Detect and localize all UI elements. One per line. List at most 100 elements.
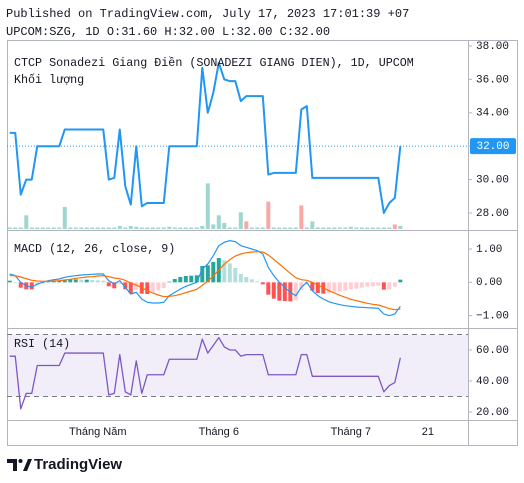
histogram-bar bbox=[392, 282, 397, 287]
histogram-bar bbox=[332, 282, 337, 293]
volume-bar bbox=[354, 227, 359, 229]
histogram-bar bbox=[178, 277, 183, 283]
histogram-bar bbox=[315, 282, 320, 293]
volume-bar bbox=[211, 224, 216, 229]
volume-bar bbox=[7, 227, 12, 229]
histogram-bar bbox=[134, 282, 139, 290]
histogram-bar bbox=[123, 282, 128, 290]
volume-bar bbox=[18, 227, 23, 229]
last-price-box bbox=[470, 138, 516, 155]
histogram-bar bbox=[354, 282, 359, 289]
volume-bar bbox=[227, 227, 232, 229]
volume-bar bbox=[200, 225, 205, 229]
histogram-bar bbox=[167, 281, 172, 283]
histogram-bar bbox=[128, 282, 133, 294]
volume-bar bbox=[106, 227, 111, 229]
volume-bar bbox=[57, 227, 62, 229]
y-tick-label: 30.00 bbox=[476, 174, 509, 186]
x-tick-label: Tháng Năm bbox=[69, 426, 126, 438]
histogram-bar bbox=[260, 282, 265, 285]
volume-bar bbox=[40, 227, 45, 229]
histogram-bar bbox=[227, 263, 232, 283]
volume-bar bbox=[277, 227, 282, 229]
histogram-bar bbox=[145, 282, 150, 294]
volume-bar bbox=[68, 227, 73, 229]
histogram-bar bbox=[62, 279, 67, 283]
histogram-bar bbox=[255, 281, 260, 283]
volume-bar bbox=[183, 227, 188, 229]
volume-bar bbox=[288, 227, 293, 229]
volume-bar bbox=[337, 227, 342, 229]
volume-bar bbox=[62, 206, 67, 229]
x-tick-label: 21 bbox=[422, 426, 434, 438]
logo-text: TradingView bbox=[34, 456, 122, 473]
histogram-bar bbox=[398, 279, 403, 283]
volume-bar bbox=[238, 212, 243, 229]
histogram-bar bbox=[365, 282, 370, 287]
y-tick-label: −1.00 bbox=[476, 311, 509, 323]
histogram-bar bbox=[326, 282, 331, 294]
volume-bar bbox=[134, 226, 139, 229]
histogram-bar bbox=[381, 282, 386, 290]
y-tick-label: 34.00 bbox=[476, 108, 509, 120]
pane-title: CTCP Sonadezi Giang Điền (SONADEZI GIANG… bbox=[14, 56, 414, 70]
histogram-bar bbox=[189, 275, 194, 283]
signal-line bbox=[9, 251, 401, 311]
volume-bar bbox=[101, 227, 106, 229]
macd-line bbox=[9, 240, 401, 317]
volume-bar bbox=[194, 227, 199, 229]
volume-bar bbox=[387, 227, 392, 229]
volume-bar bbox=[123, 227, 128, 229]
pane-title: RSI (14) bbox=[14, 337, 70, 351]
histogram-bar bbox=[282, 282, 287, 301]
y-tick-label: 40.00 bbox=[476, 376, 509, 388]
histogram-bar bbox=[266, 282, 271, 295]
volume-bar bbox=[365, 227, 370, 229]
volume-bar bbox=[271, 227, 276, 229]
last-price-label: 32.00 bbox=[476, 141, 509, 153]
y-tick-label: 20.00 bbox=[476, 407, 509, 419]
volume-bar bbox=[299, 205, 304, 229]
y-tick-label: 1.00 bbox=[476, 244, 502, 256]
histogram-bar bbox=[68, 279, 73, 283]
y-tick-label: 0.00 bbox=[476, 277, 502, 289]
histogram-bar bbox=[370, 282, 375, 287]
volume-bar bbox=[51, 227, 56, 229]
histogram-bar bbox=[359, 282, 364, 288]
histogram-bar bbox=[271, 282, 276, 299]
volume-bar bbox=[95, 227, 100, 229]
x-tick-label: Tháng 6 bbox=[199, 426, 239, 438]
volume-bar bbox=[376, 227, 381, 229]
volume-bar bbox=[24, 215, 29, 229]
volume-bar bbox=[321, 227, 326, 229]
histogram-bar bbox=[161, 282, 166, 288]
volume-bar bbox=[90, 227, 95, 229]
chart-frame bbox=[7, 40, 518, 446]
histogram-bar bbox=[18, 282, 23, 288]
volume-bar bbox=[79, 227, 84, 229]
volume-bar bbox=[29, 227, 34, 229]
ohlc-line: UPCOM:SZG, 1D O:31.60 H:32.00 L:32.00 C:… bbox=[6, 25, 330, 39]
histogram-bar bbox=[13, 282, 18, 283]
volume-bar bbox=[35, 227, 40, 229]
volume-bar bbox=[112, 227, 117, 229]
volume-bar bbox=[117, 225, 122, 229]
volume-bar bbox=[172, 227, 177, 229]
volume-bar bbox=[249, 227, 254, 229]
volume-bar bbox=[359, 227, 364, 229]
histogram-bar bbox=[200, 266, 205, 283]
volume-bar bbox=[260, 227, 265, 229]
histogram-bar bbox=[222, 260, 227, 283]
volume-bar bbox=[266, 201, 271, 229]
volume-bar bbox=[315, 227, 320, 229]
volume-bar bbox=[392, 224, 397, 229]
histogram-bar bbox=[112, 282, 117, 289]
histogram-bar bbox=[238, 274, 243, 283]
line bbox=[9, 61, 402, 214]
volume-bar bbox=[255, 227, 260, 229]
histogram-bar bbox=[293, 282, 298, 301]
y-tick-label: 36.00 bbox=[476, 74, 509, 86]
histogram-bar bbox=[343, 282, 348, 291]
volume-bar bbox=[326, 227, 331, 229]
